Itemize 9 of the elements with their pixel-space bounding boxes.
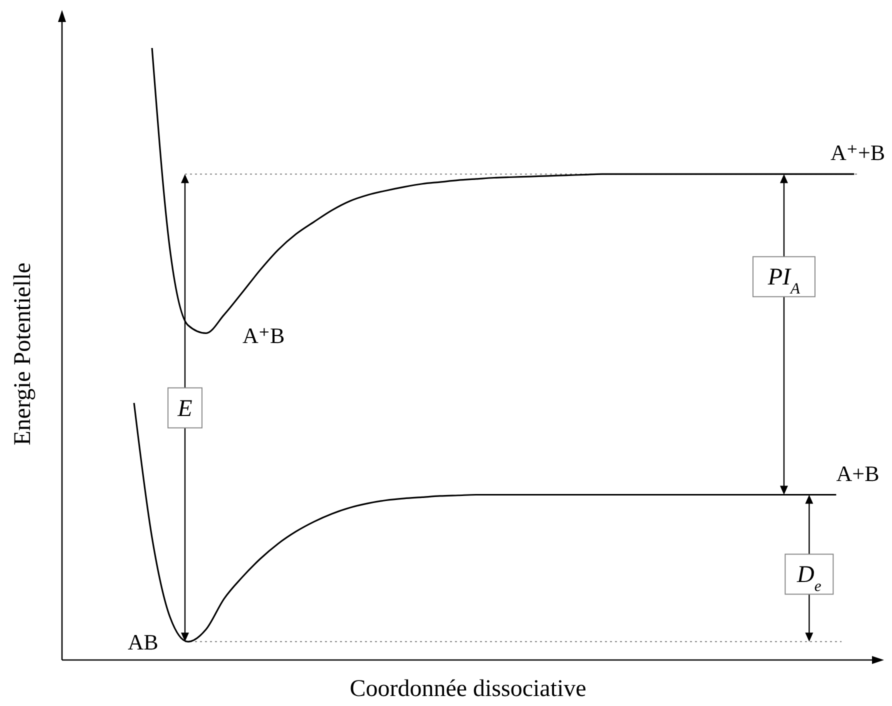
annotation: A⁺B xyxy=(242,323,285,348)
annotation: AB xyxy=(128,630,158,655)
y-axis-title: Energie Potentielle xyxy=(10,262,36,446)
annotation: A⁺+B xyxy=(830,140,886,166)
annotation: A+B xyxy=(836,460,880,486)
annotation: E xyxy=(176,396,193,422)
annotation: D$_{e}$ xyxy=(796,562,822,595)
annotation: PI$_{A}$ xyxy=(766,264,801,298)
x-axis-title: Coordonnée dissociative xyxy=(350,676,586,702)
